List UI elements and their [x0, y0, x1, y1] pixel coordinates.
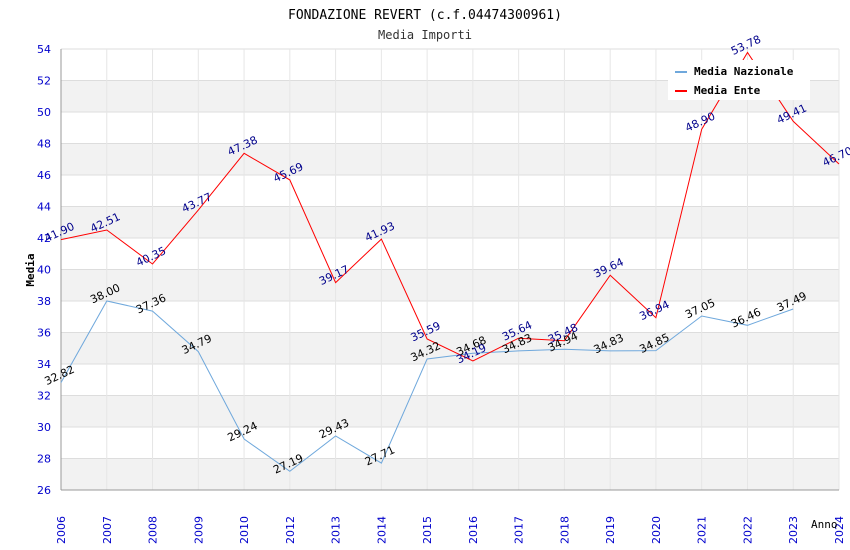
x-axis-label: Anno	[811, 518, 838, 531]
grid-band	[61, 458, 839, 490]
legend-box	[668, 60, 810, 100]
x-tick-label: 2016	[467, 516, 480, 544]
series-line-media-ente	[60, 51, 840, 362]
plot-bands	[61, 49, 839, 490]
y-tick-label: 28	[37, 453, 51, 466]
x-tick-label: 2012	[284, 516, 297, 544]
x-tick-label: 2006	[55, 516, 68, 544]
x-tick-label: 2017	[513, 516, 526, 544]
y-tick-label: 32	[37, 390, 51, 403]
chart-subtitle: Media Importi	[378, 28, 472, 42]
x-tick-label: 2019	[604, 516, 617, 544]
axes	[60, 49, 839, 491]
grid-band	[61, 112, 839, 144]
x-tick-label: 2013	[330, 516, 343, 544]
y-tick-label: 36	[37, 327, 51, 340]
x-tick-label: 2022	[741, 516, 754, 544]
y-axis-label: Media	[24, 253, 37, 286]
x-tick-label: 2023	[787, 516, 800, 544]
y-tick-label: 34	[37, 358, 51, 371]
legend-label-ente: Media Ente	[694, 84, 761, 97]
x-tick-label: 2014	[375, 516, 388, 544]
y-tick-labels: 26 28 30 32 34 36 38 40 42 44 46 48 50 52 54	[37, 43, 51, 497]
grid-band	[61, 395, 839, 427]
y-tick-label: 54	[37, 43, 51, 56]
x-tick-label: 2008	[147, 516, 160, 544]
x-tick-label: 2015	[421, 516, 434, 544]
grid-band	[61, 332, 839, 364]
y-tick-label: 44	[37, 201, 51, 214]
legend: Media Nazionale Media Ente	[668, 60, 810, 100]
grid-band	[61, 301, 839, 333]
chart-title: FONDAZIONE REVERT (c.f.04474300961)	[288, 8, 562, 23]
grid-band	[61, 143, 839, 175]
x-tick-label: 2024	[833, 516, 846, 544]
x-tick-label: 2020	[650, 516, 663, 544]
grid-band	[61, 175, 839, 207]
y-tick-label: 26	[37, 484, 51, 497]
x-tick-label: 2007	[101, 516, 114, 544]
series-lines	[60, 51, 840, 472]
grid-band	[61, 269, 839, 301]
grid-band	[61, 238, 839, 270]
grid-band	[61, 364, 839, 396]
x-tick-labels: 2006 2007 2008 2009 2010 2012 2013 2014 2015 2016…	[55, 516, 846, 544]
grid-lines	[60, 48, 840, 491]
x-tick-label: 2010	[238, 516, 251, 544]
y-tick-label: 46	[37, 169, 51, 182]
y-tick-label: 38	[37, 295, 51, 308]
x-tick-label: 2009	[192, 516, 205, 544]
y-tick-label: 42	[37, 232, 51, 245]
series-line-media-nazionale	[60, 300, 794, 472]
y-tick-label: 30	[37, 421, 51, 434]
x-tick-label: 2021	[696, 516, 709, 544]
legend-label-nazionale: Media Nazionale	[694, 65, 794, 78]
y-tick-label: 52	[37, 75, 51, 88]
grid-band	[61, 427, 839, 459]
y-tick-label: 50	[37, 106, 51, 119]
y-tick-label: 40	[37, 264, 51, 277]
x-tick-label: 2018	[558, 516, 571, 544]
y-tick-label: 48	[37, 138, 51, 151]
grid-band	[61, 206, 839, 238]
